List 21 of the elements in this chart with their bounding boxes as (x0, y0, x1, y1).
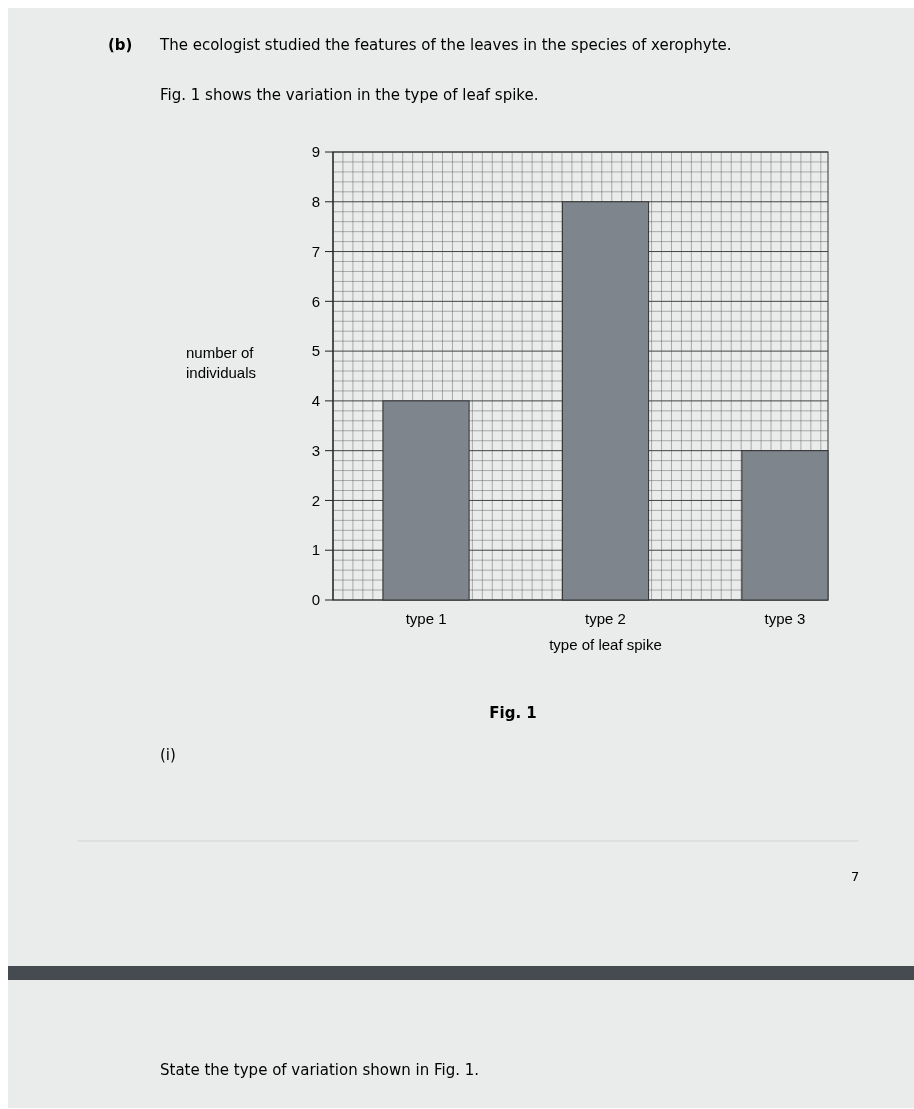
x-axis-title: type of leaf spike (549, 636, 662, 653)
y-tick-label: 0 (311, 591, 320, 609)
caption: Fig. 1 (489, 704, 537, 722)
y-axis-title: number of individuals (186, 344, 257, 381)
y-tick-label: 8 (311, 193, 320, 211)
x-tick-label: type 1 (405, 610, 447, 627)
y-tick-label: 3 (311, 441, 320, 459)
chart-title: (b) The ecologist studied the features of the leaves in the species of xerophyte. (108, 36, 732, 54)
y-tick-label: 7 (311, 242, 320, 260)
text: 7 (851, 869, 860, 884)
text: (i) (160, 746, 176, 764)
x-tick-label: type 3 (764, 610, 806, 627)
y-tick-label: 2 (311, 491, 320, 509)
chart-subtitle: Fig. 1 shows the variation in the type of leaf spike. (160, 86, 539, 104)
y-tick-label: 9 (311, 143, 320, 161)
x-tick-label: type 2 (585, 610, 626, 627)
y-tick-label: 1 (311, 541, 320, 559)
y-tick-label: 6 (311, 292, 320, 310)
y-tick-label: 5 (311, 342, 320, 360)
text: State the type of variation shown in Fig. 1. (160, 1061, 480, 1079)
y-tick-label: 4 (311, 392, 320, 410)
